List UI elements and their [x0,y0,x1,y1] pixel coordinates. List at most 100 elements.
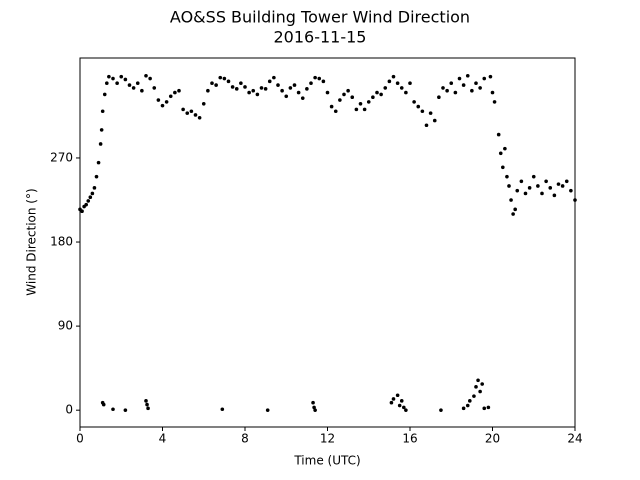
data-point [496,132,501,137]
data-point [135,81,140,86]
data-point [333,109,338,114]
data-point [90,191,95,196]
data-point [338,98,342,102]
data-point [556,182,561,186]
data-point [441,86,445,90]
x-tick-label: 16 [402,432,417,446]
y-tick-label: 180 [50,235,73,249]
data-point [312,405,316,410]
data-point [501,165,505,170]
data-point [94,174,99,179]
data-point [350,95,355,100]
data-point [80,209,84,214]
data-point [395,81,400,86]
data-point [544,179,548,184]
data-point [453,90,458,95]
data-point [560,184,565,188]
data-point [548,186,553,190]
data-point [164,100,169,104]
chart-subtitle: 2016-11-15 [274,28,367,47]
data-point [523,191,528,196]
data-point [144,73,148,78]
data-point [507,184,511,188]
data-point [342,92,346,97]
data-point [397,403,402,408]
data-point [404,408,408,412]
data-point [230,85,235,89]
data-point [313,75,317,80]
data-point [329,104,334,109]
data-point [439,408,443,412]
data-point [144,399,148,403]
data-point [145,402,149,407]
data-point [492,100,497,104]
data-point [482,406,487,411]
data-point [115,81,119,86]
data-point [519,179,524,184]
data-point [505,174,509,179]
data-point [488,74,493,79]
chart-title: AO&SS Building Tower Wind Direction [170,8,470,27]
data-point [98,142,103,146]
y-axis-label: Wind Direction (°) [25,188,39,295]
data-point [259,86,264,90]
data-point [527,186,532,190]
data-point [478,86,482,90]
x-axis-label: Time (UTC) [293,454,360,468]
plot-frame [79,57,576,428]
data-point [111,76,115,81]
data-point [325,90,330,95]
data-point [383,86,388,90]
data-point [465,73,470,78]
data-point [402,405,406,410]
data-point [564,179,569,184]
data-point [92,186,97,190]
data-point [379,92,383,97]
x-tick-label: 8 [241,432,249,446]
data-point [100,109,105,114]
data-point [321,79,326,84]
data-point [461,406,466,411]
data-point [177,88,181,93]
data-point [305,87,309,91]
data-point [276,83,280,87]
data-point [391,397,396,401]
data-point [391,74,396,79]
x-tick-label: 20 [485,432,500,446]
data-point [387,79,392,84]
data-point [480,382,484,386]
data-point [239,81,243,86]
data-point [99,128,104,132]
data-point [214,83,218,87]
data-point [201,101,206,106]
data-point [432,118,437,123]
data-point [317,76,322,81]
data-point [181,107,185,112]
data-point [218,75,223,80]
data-point [111,407,115,412]
data-point [531,174,536,179]
data-point [272,75,276,80]
data-point [445,88,449,93]
data-point [366,100,371,104]
data-point [160,103,165,108]
data-point [472,394,476,398]
data-point [197,115,202,120]
data-point [119,74,124,79]
data-point [399,399,404,403]
data-point [573,198,577,202]
data-point [511,212,515,216]
data-point [292,83,297,87]
data-point [102,92,107,97]
x-tick-label: 4 [159,432,167,446]
data-point [173,90,177,95]
x-tick-label: 24 [567,432,582,446]
data-point [189,109,194,114]
data-point [146,406,150,411]
data-point [222,76,227,81]
data-point [465,403,470,408]
data-point [420,109,425,114]
data-point [226,79,231,84]
data-point [399,86,404,90]
